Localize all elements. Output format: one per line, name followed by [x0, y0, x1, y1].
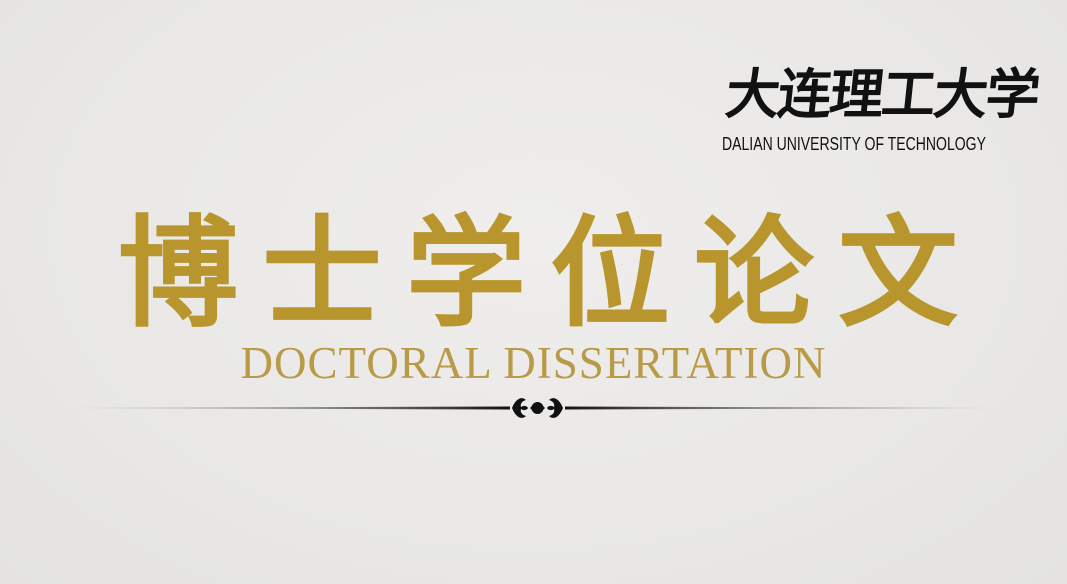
subtitle: DOCTORAL DISSERTATION — [240, 338, 827, 388]
divider-line-left — [40, 406, 510, 410]
title-char: 论 — [694, 205, 814, 344]
university-logo: 大连理工大学 DALIAN UNIVERSITY OF TECHNOLOGY — [722, 58, 1042, 158]
divider-line-right — [565, 406, 1025, 410]
title-char: 博 — [118, 205, 238, 344]
title-char: 士 — [262, 205, 382, 344]
main-title: 博 士 学 位 论 文 — [118, 210, 958, 340]
title-char: 位 — [550, 205, 670, 344]
ornamental-divider — [40, 398, 1025, 418]
university-name-english: DALIAN UNIVERSITY OF TECHNOLOGY — [722, 134, 986, 154]
university-name-chinese: 大连理工大学 — [722, 62, 1042, 126]
title-char: 文 — [838, 205, 958, 344]
flourish-ornament-icon — [512, 398, 563, 418]
title-char: 学 — [406, 205, 526, 344]
